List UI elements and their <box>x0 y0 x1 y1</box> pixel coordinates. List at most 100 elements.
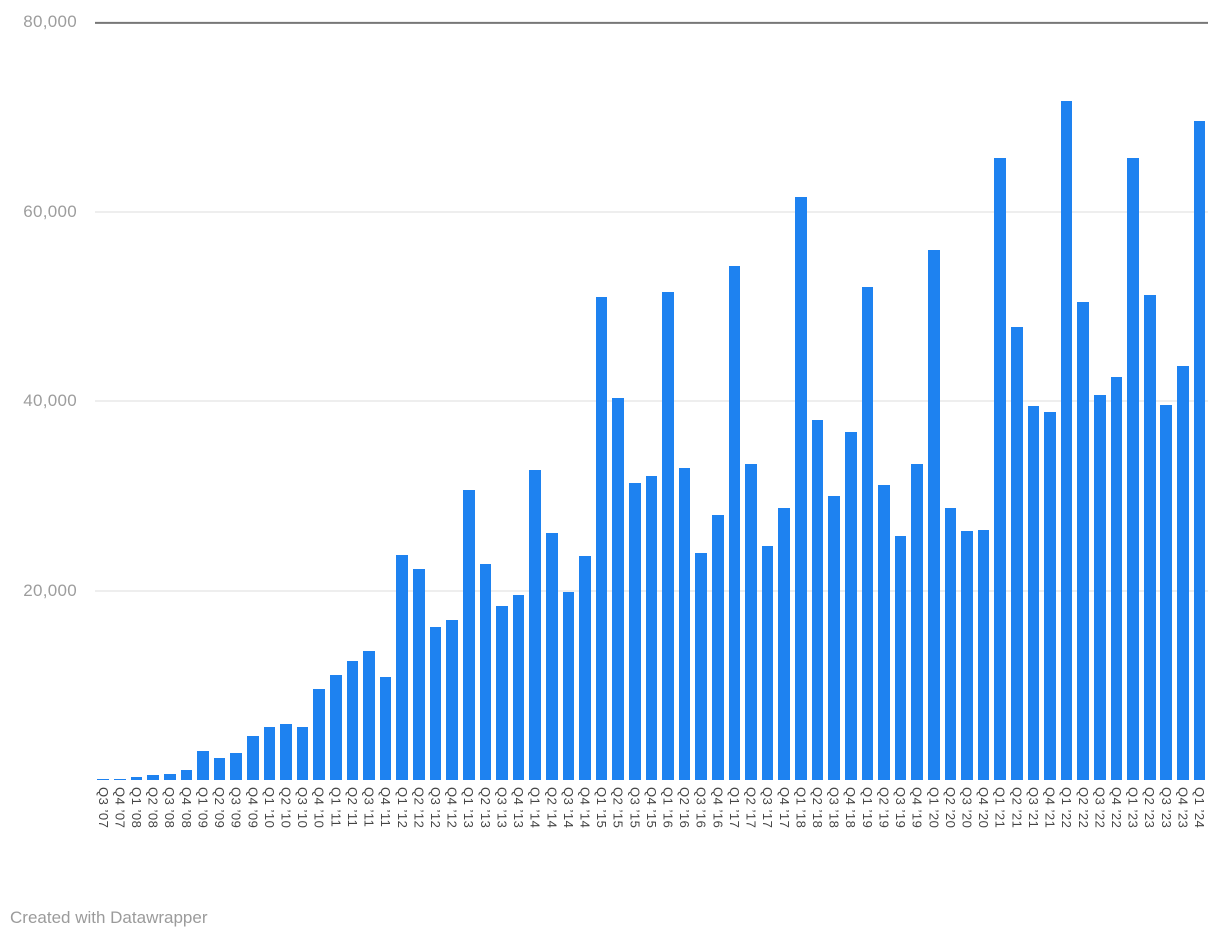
bar[interactable] <box>230 753 242 780</box>
x-label-slot: Q3 ’23 <box>1158 784 1175 868</box>
bar[interactable] <box>1160 404 1173 780</box>
x-label-slot: Q2 ’21 <box>1009 784 1026 868</box>
bar[interactable] <box>413 568 425 780</box>
bar-slot <box>361 22 378 780</box>
bar[interactable] <box>1044 412 1056 780</box>
bar-slot <box>527 22 544 780</box>
x-tick-label: Q2 ’11 <box>344 787 360 828</box>
bar-slot <box>1125 22 1142 780</box>
bar[interactable] <box>1094 395 1106 780</box>
bar[interactable] <box>97 779 110 780</box>
bar[interactable] <box>678 468 691 780</box>
bar[interactable] <box>927 250 940 780</box>
gridline <box>95 400 1208 402</box>
bar[interactable] <box>130 776 143 780</box>
x-tick-label: Q2 ’15 <box>610 787 626 829</box>
bar[interactable] <box>745 464 757 780</box>
bar[interactable] <box>462 490 475 780</box>
bar[interactable] <box>330 674 342 780</box>
bar[interactable] <box>828 495 840 780</box>
bar[interactable] <box>878 485 890 780</box>
bar[interactable] <box>263 726 276 780</box>
bar[interactable] <box>363 651 375 780</box>
bar[interactable] <box>1127 157 1139 780</box>
bar[interactable] <box>246 736 259 780</box>
bar[interactable] <box>1143 294 1156 780</box>
x-tick-label: Q2 ’21 <box>1009 787 1025 829</box>
datawrapper-attribution-link[interactable]: Created with Datawrapper <box>10 908 208 927</box>
bar[interactable] <box>496 605 508 780</box>
bar[interactable] <box>861 287 874 780</box>
bar[interactable] <box>612 398 624 780</box>
bar[interactable] <box>645 475 658 780</box>
bar[interactable] <box>180 769 193 780</box>
bar[interactable] <box>562 592 575 780</box>
bar[interactable] <box>961 530 973 780</box>
x-label-slot: Q2 ’10 <box>278 784 295 868</box>
bar[interactable] <box>1027 405 1040 780</box>
bar[interactable] <box>728 265 741 780</box>
x-tick-label: Q1 ’18 <box>793 787 809 829</box>
bar[interactable] <box>1177 365 1189 780</box>
bar[interactable] <box>628 483 641 780</box>
x-label-slot: Q2 ’09 <box>211 784 228 868</box>
x-label-slot: Q3 ’09 <box>228 784 245 868</box>
bar-slot <box>593 22 610 780</box>
bar[interactable] <box>894 535 907 780</box>
bar[interactable] <box>213 758 226 780</box>
bar[interactable] <box>346 660 359 780</box>
bar[interactable] <box>529 470 541 780</box>
bar[interactable] <box>379 676 392 780</box>
bar[interactable] <box>695 552 708 780</box>
bar[interactable] <box>197 750 209 780</box>
bar-slot <box>876 22 893 780</box>
bar-slot <box>826 22 843 780</box>
bar[interactable] <box>712 514 724 780</box>
x-label-slot: Q2 ’18 <box>809 784 826 868</box>
x-tick-label: Q2 ’10 <box>278 787 294 829</box>
bar[interactable] <box>844 432 857 780</box>
bar[interactable] <box>429 626 442 780</box>
bar-slot <box>95 22 112 780</box>
bar-slot <box>211 22 228 780</box>
x-tick-label: Q3 ’10 <box>295 787 311 829</box>
x-tick-label: Q2 ’23 <box>1142 787 1158 829</box>
bar[interactable] <box>778 508 791 780</box>
bar[interactable] <box>579 556 591 780</box>
x-tick-label: Q3 ’11 <box>361 787 377 828</box>
x-tick-label: Q4 ’16 <box>710 787 726 829</box>
bar[interactable] <box>296 726 309 780</box>
bar[interactable] <box>313 689 326 780</box>
bar[interactable] <box>114 778 126 780</box>
x-tick-label: Q3 ’17 <box>760 787 776 829</box>
bar[interactable] <box>911 463 923 780</box>
bar[interactable] <box>944 508 957 780</box>
bar-slot <box>1042 22 1059 780</box>
bar-slot <box>560 22 577 780</box>
x-label-slot: Q1 ’11 <box>328 784 345 868</box>
bar[interactable] <box>396 554 409 780</box>
bar[interactable] <box>1077 301 1090 780</box>
bar[interactable] <box>1011 327 1023 780</box>
bar[interactable] <box>662 292 674 780</box>
bar[interactable] <box>280 724 292 780</box>
bar[interactable] <box>512 595 525 780</box>
bar[interactable] <box>1193 120 1206 780</box>
bar[interactable] <box>595 296 608 780</box>
bar[interactable] <box>1060 100 1073 780</box>
bar[interactable] <box>761 545 774 780</box>
bar[interactable] <box>977 529 990 780</box>
bar[interactable] <box>994 158 1007 780</box>
bar[interactable] <box>811 419 824 780</box>
bar[interactable] <box>795 197 807 780</box>
bar[interactable] <box>446 619 458 780</box>
bar[interactable] <box>163 773 176 780</box>
bar[interactable] <box>545 532 558 780</box>
x-tick-label: Q4 ’19 <box>909 787 925 829</box>
bar-slot <box>992 22 1009 780</box>
bar[interactable] <box>147 775 159 780</box>
bar[interactable] <box>479 563 492 780</box>
bar[interactable] <box>1110 377 1123 780</box>
x-tick-label: Q3 ’21 <box>1025 787 1041 829</box>
